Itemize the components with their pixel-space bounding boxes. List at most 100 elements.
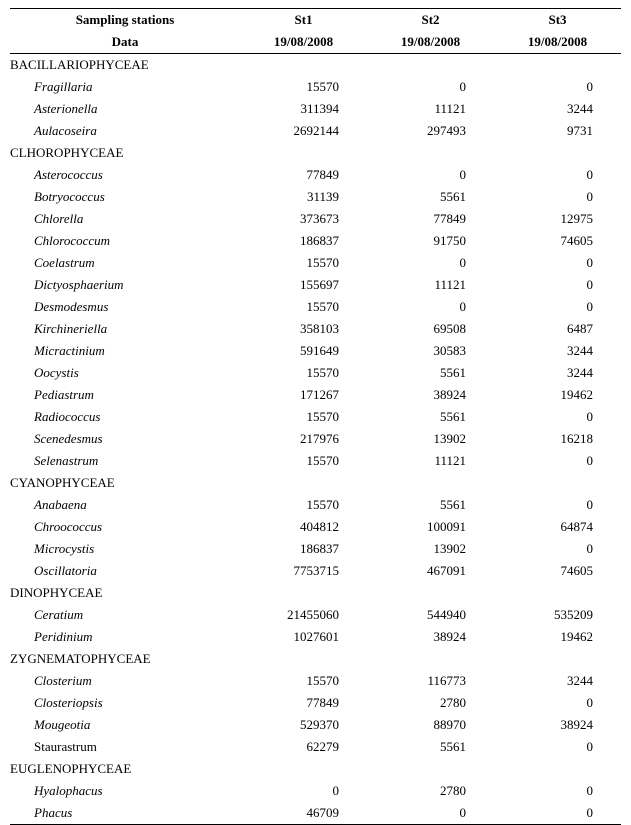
species-name: Chlorococcum: [10, 230, 240, 252]
table-row: Micractinium591649305833244: [10, 340, 621, 362]
cell-value: 2780: [367, 692, 494, 714]
cell-value: 0: [240, 780, 367, 802]
cell-value: 1027601: [240, 626, 367, 648]
header-date-st3: 19/08/2008: [494, 31, 621, 54]
cell-value: 2692144: [240, 120, 367, 142]
cell-value: 5561: [367, 736, 494, 758]
species-name: Anabaena: [10, 494, 240, 516]
header-st2: St2: [367, 9, 494, 32]
cell-value: 15570: [240, 450, 367, 472]
cell-value: 6487: [494, 318, 621, 340]
species-name: Mougeotia: [10, 714, 240, 736]
species-name: Kirchineriella: [10, 318, 240, 340]
group-name: EUGLENOPHYCEAE: [10, 758, 621, 780]
cell-value: 46709: [240, 802, 367, 825]
cell-value: 0: [367, 252, 494, 274]
cell-value: 0: [494, 494, 621, 516]
table-row: Microcystis186837139020: [10, 538, 621, 560]
cell-value: 15570: [240, 670, 367, 692]
cell-value: 0: [494, 76, 621, 98]
table-row: Pediastrum1712673892419462: [10, 384, 621, 406]
cell-value: 3244: [494, 340, 621, 362]
table-row: Scenedesmus2179761390216218: [10, 428, 621, 450]
cell-value: 0: [494, 252, 621, 274]
cell-value: 13902: [367, 538, 494, 560]
group-row: ZYGNEMATOPHYCEAE: [10, 648, 621, 670]
species-name: Closteriopsis: [10, 692, 240, 714]
table-row: Mougeotia5293708897038924: [10, 714, 621, 736]
cell-value: 404812: [240, 516, 367, 538]
cell-value: 0: [494, 164, 621, 186]
cell-value: 186837: [240, 538, 367, 560]
cell-value: 15570: [240, 252, 367, 274]
table-row: Chroococcus40481210009164874: [10, 516, 621, 538]
cell-value: 100091: [367, 516, 494, 538]
cell-value: 19462: [494, 384, 621, 406]
species-name: Aulacoseira: [10, 120, 240, 142]
cell-value: 529370: [240, 714, 367, 736]
group-row: DINOPHYCEAE: [10, 582, 621, 604]
species-name: Oscillatoria: [10, 560, 240, 582]
cell-value: 155697: [240, 274, 367, 296]
cell-value: 5561: [367, 494, 494, 516]
cell-value: 77849: [240, 692, 367, 714]
cell-value: 297493: [367, 120, 494, 142]
cell-value: 16218: [494, 428, 621, 450]
table-row: Asterococcus7784900: [10, 164, 621, 186]
group-name: DINOPHYCEAE: [10, 582, 621, 604]
cell-value: 0: [494, 406, 621, 428]
cell-value: 9731: [494, 120, 621, 142]
group-name: CLHOROPHYCEAE: [10, 142, 621, 164]
table-row: Dictyosphaerium155697111210: [10, 274, 621, 296]
cell-value: 91750: [367, 230, 494, 252]
species-name: Selenastrum: [10, 450, 240, 472]
species-name: Hyalophacus: [10, 780, 240, 802]
table-row: Asterionella311394111213244: [10, 98, 621, 120]
species-name: Chlorella: [10, 208, 240, 230]
group-name: CYANOPHYCEAE: [10, 472, 621, 494]
species-name: Fragillaria: [10, 76, 240, 98]
cell-value: 0: [494, 450, 621, 472]
cell-value: 88970: [367, 714, 494, 736]
header-row-dates: Data 19/08/2008 19/08/2008 19/08/2008: [10, 31, 621, 54]
species-name: Phacus: [10, 802, 240, 825]
table-row: Anabaena1557055610: [10, 494, 621, 516]
cell-value: 77849: [240, 164, 367, 186]
species-name: Desmodesmus: [10, 296, 240, 318]
cell-value: 11121: [367, 98, 494, 120]
species-name: Coelastrum: [10, 252, 240, 274]
table-row: Radiococcus1557055610: [10, 406, 621, 428]
table-row: Oscillatoria775371546709174605: [10, 560, 621, 582]
group-row: EUGLENOPHYCEAE: [10, 758, 621, 780]
cell-value: 15570: [240, 296, 367, 318]
cell-value: 0: [494, 186, 621, 208]
species-name: Micractinium: [10, 340, 240, 362]
header-st3: St3: [494, 9, 621, 32]
species-name: Closterium: [10, 670, 240, 692]
cell-value: 13902: [367, 428, 494, 450]
cell-value: 0: [367, 296, 494, 318]
table-row: Hyalophacus027800: [10, 780, 621, 802]
cell-value: 217976: [240, 428, 367, 450]
cell-value: 186837: [240, 230, 367, 252]
table-row: Oocystis1557055613244: [10, 362, 621, 384]
cell-value: 74605: [494, 230, 621, 252]
species-name: Asterionella: [10, 98, 240, 120]
cell-value: 31139: [240, 186, 367, 208]
cell-value: 62279: [240, 736, 367, 758]
cell-value: 2780: [367, 780, 494, 802]
table-row: Coelastrum1557000: [10, 252, 621, 274]
cell-value: 5561: [367, 362, 494, 384]
cell-value: 467091: [367, 560, 494, 582]
species-name: Oocystis: [10, 362, 240, 384]
species-name: Dictyosphaerium: [10, 274, 240, 296]
group-row: BACILLARIOPHYCEAE: [10, 54, 621, 77]
table-row: Staurastrum6227955610: [10, 736, 621, 758]
cell-value: 0: [494, 538, 621, 560]
table-row: Chlorococcum1868379175074605: [10, 230, 621, 252]
cell-value: 15570: [240, 494, 367, 516]
header-date-st1: 19/08/2008: [240, 31, 367, 54]
header-date-st2: 19/08/2008: [367, 31, 494, 54]
group-name: BACILLARIOPHYCEAE: [10, 54, 621, 77]
table-row: Phacus4670900: [10, 802, 621, 825]
